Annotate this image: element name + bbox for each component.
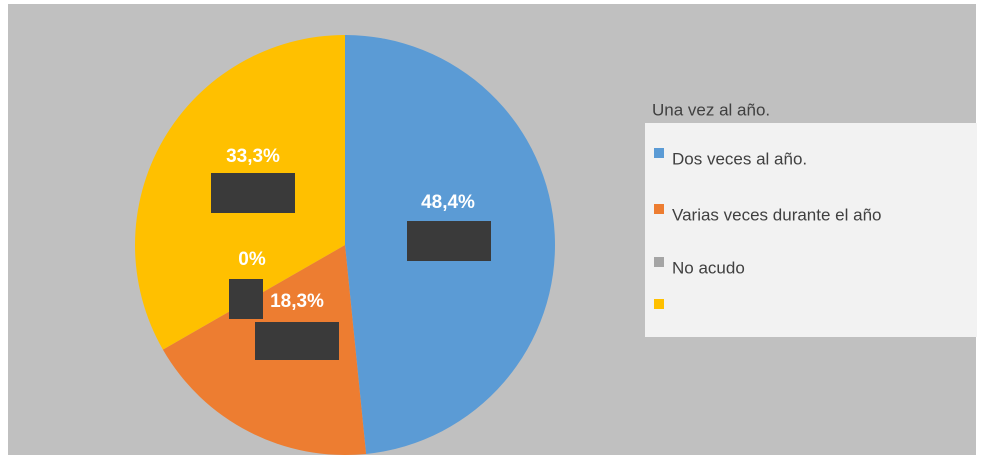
legend-swatch xyxy=(654,204,664,214)
label-box xyxy=(211,173,295,213)
data-label: 18,3% xyxy=(270,291,324,312)
data-label: 0% xyxy=(238,249,266,270)
label-box xyxy=(229,279,263,319)
legend-label: Dos veces al año. xyxy=(672,149,807,168)
legend-label: No acudo xyxy=(672,258,745,277)
legend-swatch xyxy=(654,299,664,309)
legend-swatch xyxy=(654,257,664,267)
data-label: 48,4% xyxy=(421,192,475,213)
data-label: 33,3% xyxy=(226,146,280,167)
label-box xyxy=(255,322,339,360)
legend-label: Varias veces durante el año xyxy=(672,205,881,224)
legend-swatch xyxy=(654,148,664,158)
label-boxes xyxy=(211,173,491,360)
legend: Una vez al año. Dos veces al año. Varias v… xyxy=(652,100,881,309)
legend-box xyxy=(645,123,977,337)
data-labels: 48,4% 18,3%0% 33,3% xyxy=(226,146,475,312)
legend-label: Una vez al año. xyxy=(652,100,770,119)
pie xyxy=(134,35,556,455)
label-box xyxy=(407,221,491,261)
